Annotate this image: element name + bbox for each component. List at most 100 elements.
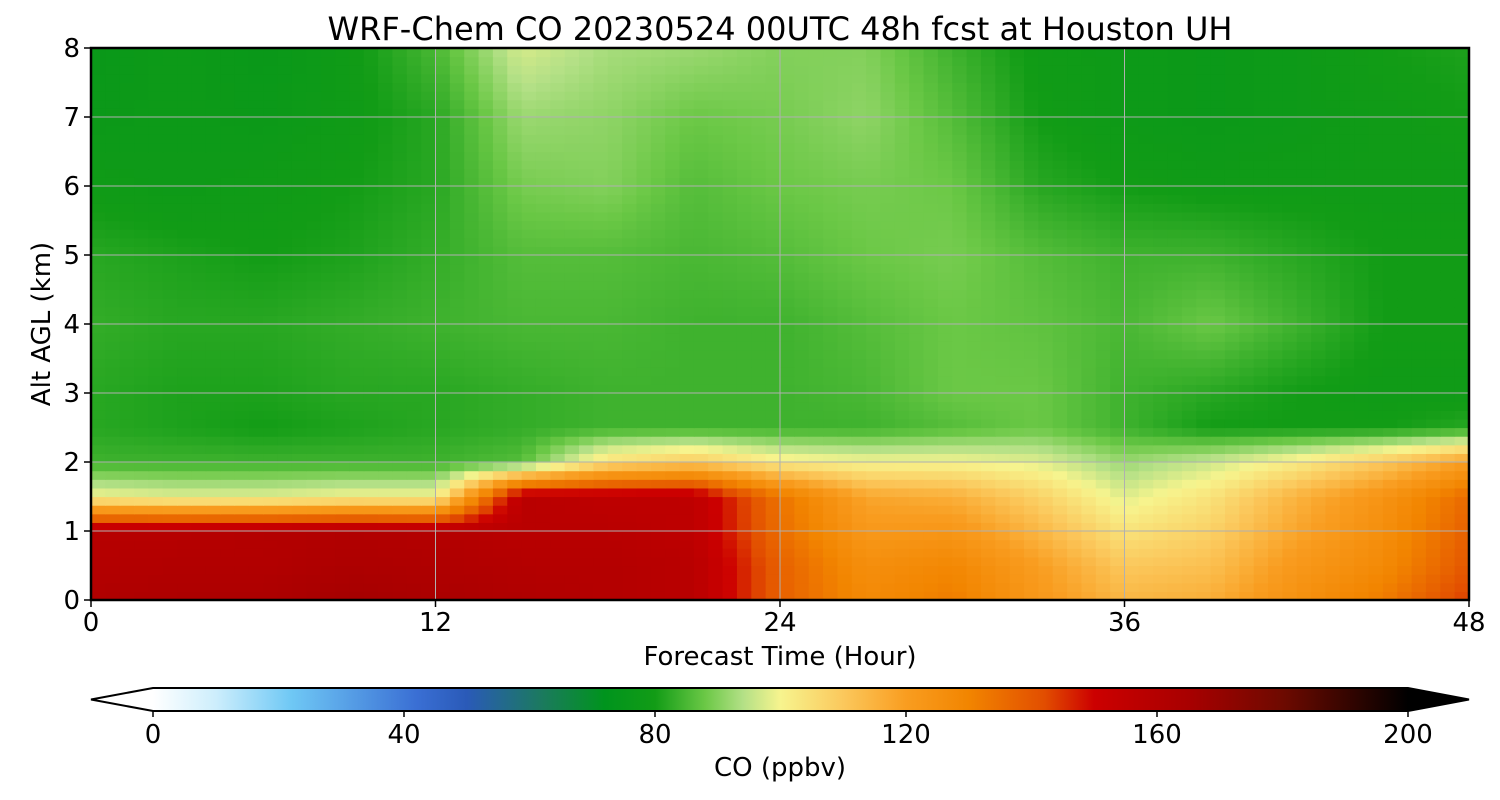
heatmap-cell [1067, 341, 1083, 351]
heatmap-cell [406, 453, 422, 463]
heatmap-cell [162, 220, 178, 230]
heatmap-cell [478, 237, 494, 247]
heatmap-cell [851, 186, 867, 196]
heatmap-cell [392, 462, 408, 472]
heatmap-cell [1024, 479, 1039, 489]
heatmap-cell [435, 298, 451, 308]
heatmap-cell [665, 298, 681, 308]
heatmap-cell [894, 315, 910, 325]
heatmap-cell [837, 531, 853, 541]
heatmap-cell [291, 531, 307, 541]
heatmap-cell [736, 418, 752, 429]
heatmap-cell [952, 539, 968, 549]
heatmap-cell [679, 306, 695, 316]
heatmap-cell [736, 341, 752, 351]
heatmap-cell [306, 151, 322, 161]
heatmap-cell [1311, 280, 1327, 291]
heatmap-cell [636, 177, 652, 187]
heatmap-cell [1138, 263, 1154, 273]
heatmap-cell [1296, 341, 1312, 351]
heatmap-cell [823, 229, 839, 239]
heatmap-cell [464, 211, 480, 222]
heatmap-cell [564, 151, 580, 161]
heatmap-cell [464, 531, 480, 541]
heatmap-cell [119, 324, 135, 334]
heatmap-cell [866, 263, 882, 273]
heatmap-cell [808, 453, 824, 463]
heatmap-cell [1411, 263, 1427, 273]
heatmap-cell [966, 505, 982, 515]
heatmap-cell [1296, 444, 1312, 454]
heatmap-cell [421, 272, 437, 282]
heatmap-cell [349, 582, 365, 592]
heatmap-cell [1339, 367, 1355, 377]
heatmap-cell [535, 341, 551, 351]
heatmap-cell [607, 332, 623, 342]
heatmap-cell [837, 591, 853, 601]
heatmap-cell [306, 246, 322, 256]
heatmap-cell [535, 306, 551, 316]
heatmap-cell [507, 375, 523, 385]
heatmap-cell [1440, 160, 1456, 170]
heatmap-cell [622, 505, 638, 515]
heatmap-cell [909, 539, 925, 549]
heatmap-cell [693, 186, 709, 196]
heatmap-cell [363, 315, 379, 325]
heatmap-cell [220, 280, 236, 291]
heatmap-cell [1081, 505, 1097, 515]
heatmap-cell [722, 574, 738, 584]
heatmap-cell [406, 168, 422, 178]
heatmap-cell [449, 513, 465, 523]
heatmap-cell [952, 229, 968, 239]
heatmap-cell [1224, 367, 1240, 377]
heatmap-cell [277, 513, 293, 523]
heatmap-cell [1311, 332, 1327, 342]
heatmap-cell [736, 255, 752, 265]
heatmap-cell [794, 220, 810, 230]
heatmap-cell [1454, 574, 1470, 584]
heatmap-cell [780, 332, 795, 342]
heatmap-cell [765, 203, 781, 213]
heatmap-cell [91, 142, 106, 153]
heatmap-cell [1009, 255, 1025, 265]
heatmap-cell [909, 324, 925, 334]
heatmap-cell [1067, 574, 1083, 584]
heatmap-cell [1038, 220, 1054, 230]
heatmap-cell [1081, 513, 1097, 523]
heatmap-cell [1296, 479, 1312, 489]
heatmap-cell [220, 444, 236, 454]
heatmap-cell [995, 496, 1011, 506]
heatmap-cell [335, 332, 350, 342]
heatmap-cell [435, 453, 451, 463]
heatmap-cell [1224, 349, 1240, 360]
heatmap-cell [1095, 418, 1111, 429]
heatmap-cell [1382, 427, 1398, 437]
heatmap-cell [736, 168, 752, 178]
heatmap-cell [1224, 168, 1240, 178]
heatmap-cell [320, 160, 336, 170]
heatmap-cell [277, 479, 293, 489]
heatmap-cell [679, 229, 695, 239]
heatmap-cell [464, 203, 480, 213]
heatmap-cell [1296, 220, 1312, 230]
heatmap-cell [1052, 436, 1068, 446]
heatmap-cell [1282, 341, 1298, 351]
heatmap-cell [248, 324, 264, 334]
heatmap-cell [1325, 211, 1341, 222]
heatmap-cell [837, 298, 853, 308]
heatmap-cell [177, 539, 193, 549]
heatmap-cell [1167, 418, 1183, 429]
heatmap-cell [1110, 487, 1126, 498]
heatmap-cell [1210, 393, 1226, 403]
heatmap-cell [679, 332, 695, 342]
heatmap-cell [1339, 177, 1355, 187]
heatmap-cell [134, 341, 150, 351]
heatmap-cell [421, 548, 437, 558]
heatmap-cell [134, 298, 150, 308]
heatmap-cell [1081, 289, 1097, 299]
heatmap-cell [435, 203, 451, 213]
heatmap-cell [952, 349, 968, 360]
heatmap-cell [1124, 211, 1140, 222]
heatmap-cell [162, 375, 178, 385]
heatmap-cell [1009, 522, 1025, 532]
